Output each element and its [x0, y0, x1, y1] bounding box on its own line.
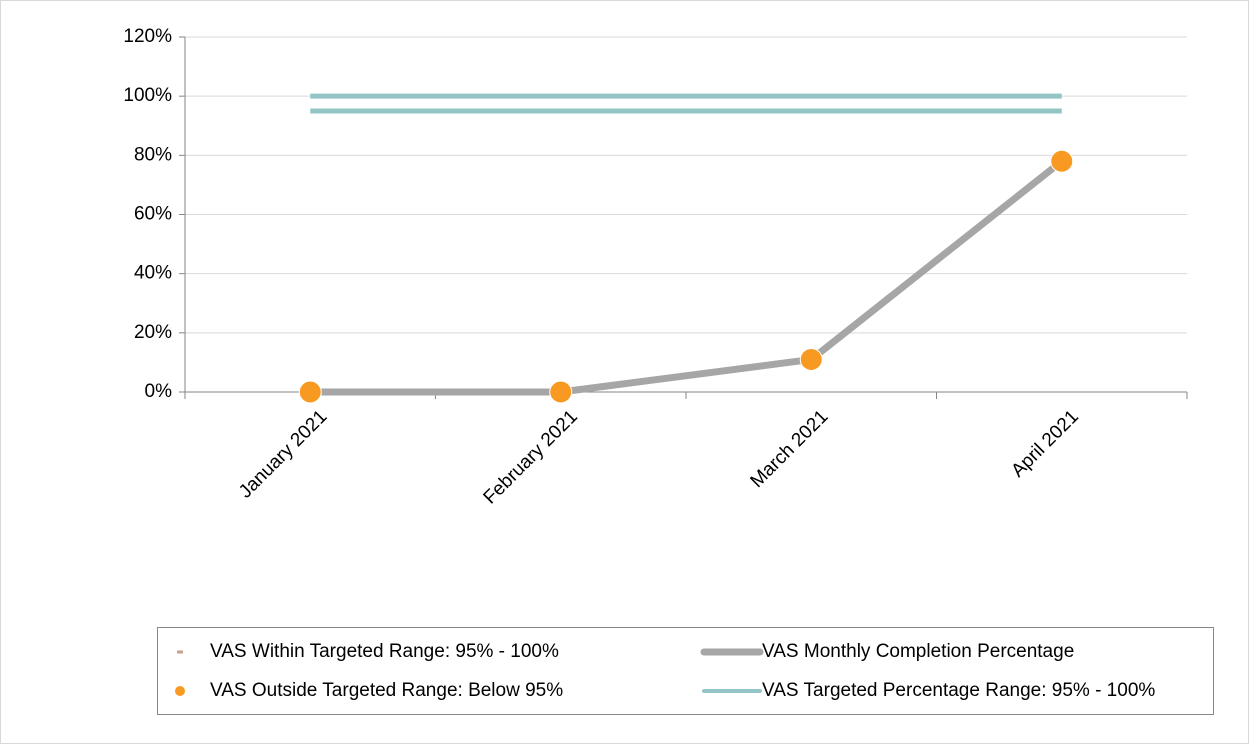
marker	[549, 380, 573, 404]
y-tick-label: 60%	[134, 204, 172, 225]
legend-label: VAS Within Targeted Range: 95% - 100%	[210, 641, 559, 662]
legend-box	[157, 627, 1214, 715]
y-tick-label: 80%	[134, 144, 172, 165]
legend-item: VAS Monthly Completion Percentage	[700, 641, 1074, 662]
legend-label: VAS Monthly Completion Percentage	[762, 641, 1074, 662]
legend-label: VAS Outside Targeted Range: Below 95%	[210, 680, 563, 701]
y-tick-label: 40%	[134, 263, 172, 284]
series-line	[310, 158, 1064, 396]
legend-swatch	[175, 686, 185, 696]
marker	[1050, 149, 1074, 173]
legend-swatch	[177, 650, 183, 654]
legend-label: VAS Targeted Percentage Range: 95% - 100…	[762, 680, 1155, 701]
y-tick-label: 20%	[134, 322, 172, 343]
marker	[799, 347, 823, 371]
y-tick-label: 100%	[123, 85, 172, 106]
y-tick-label: 120%	[123, 26, 172, 47]
legend-item: VAS Targeted Percentage Range: 95% - 100…	[702, 680, 1155, 701]
legend-item: VAS Within Targeted Range: 95% - 100%	[177, 641, 559, 662]
y-tick-label: 0%	[145, 381, 173, 402]
legend-item: VAS Outside Targeted Range: Below 95%	[175, 680, 563, 701]
marker	[298, 380, 322, 404]
